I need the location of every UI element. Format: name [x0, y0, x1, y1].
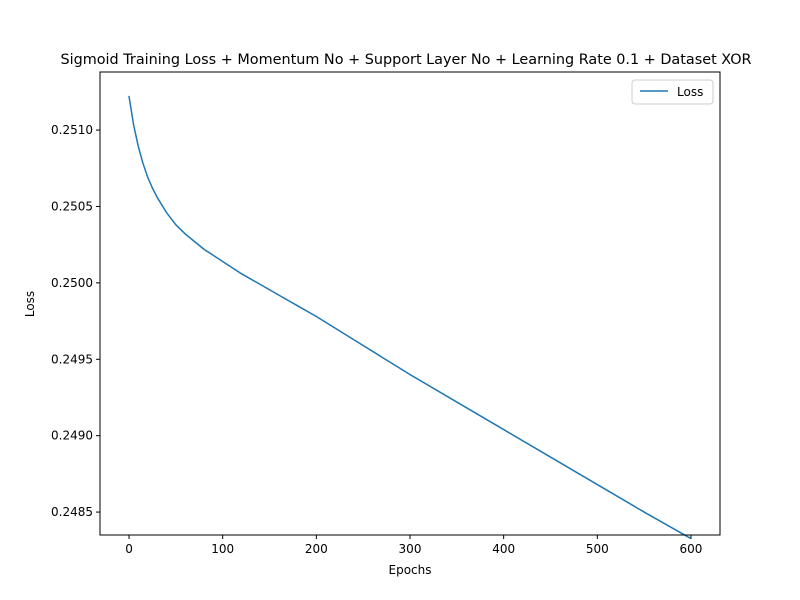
- y-tick-label: 0.2510: [51, 123, 93, 137]
- x-tick-label: 400: [492, 542, 515, 556]
- y-tick-label: 0.2500: [51, 276, 93, 290]
- y-tick-label: 0.2485: [51, 505, 93, 519]
- y-tick-label: 0.2490: [51, 429, 93, 443]
- y-axis-label: Loss: [23, 291, 37, 317]
- x-tick-label: 500: [586, 542, 609, 556]
- chart-title: Sigmoid Training Loss + Momentum No + Su…: [60, 52, 751, 68]
- x-tick-label: 300: [399, 542, 422, 556]
- x-axis-ticks: 0 100 200 300 400 500 600: [125, 535, 702, 556]
- x-tick-label: 200: [305, 542, 328, 556]
- y-axis-ticks: 0.2485 0.2490 0.2495 0.2500 0.2505 0.2510: [51, 123, 100, 519]
- legend: Loss: [631, 79, 714, 105]
- x-tick-label: 600: [680, 542, 703, 556]
- series-line-loss: [128, 95, 691, 539]
- y-tick-label: 0.2505: [51, 199, 93, 213]
- y-tick-label: 0.2495: [51, 352, 93, 366]
- x-tick-label: 0: [125, 542, 133, 556]
- x-tick-label: 100: [211, 542, 234, 556]
- x-axis-label: Epochs: [389, 563, 432, 577]
- legend-label-loss: Loss: [677, 85, 703, 99]
- series-layer: [128, 95, 691, 539]
- legend-frame: [631, 79, 714, 105]
- plot-area: [100, 72, 720, 535]
- plot-frame: [99, 71, 721, 536]
